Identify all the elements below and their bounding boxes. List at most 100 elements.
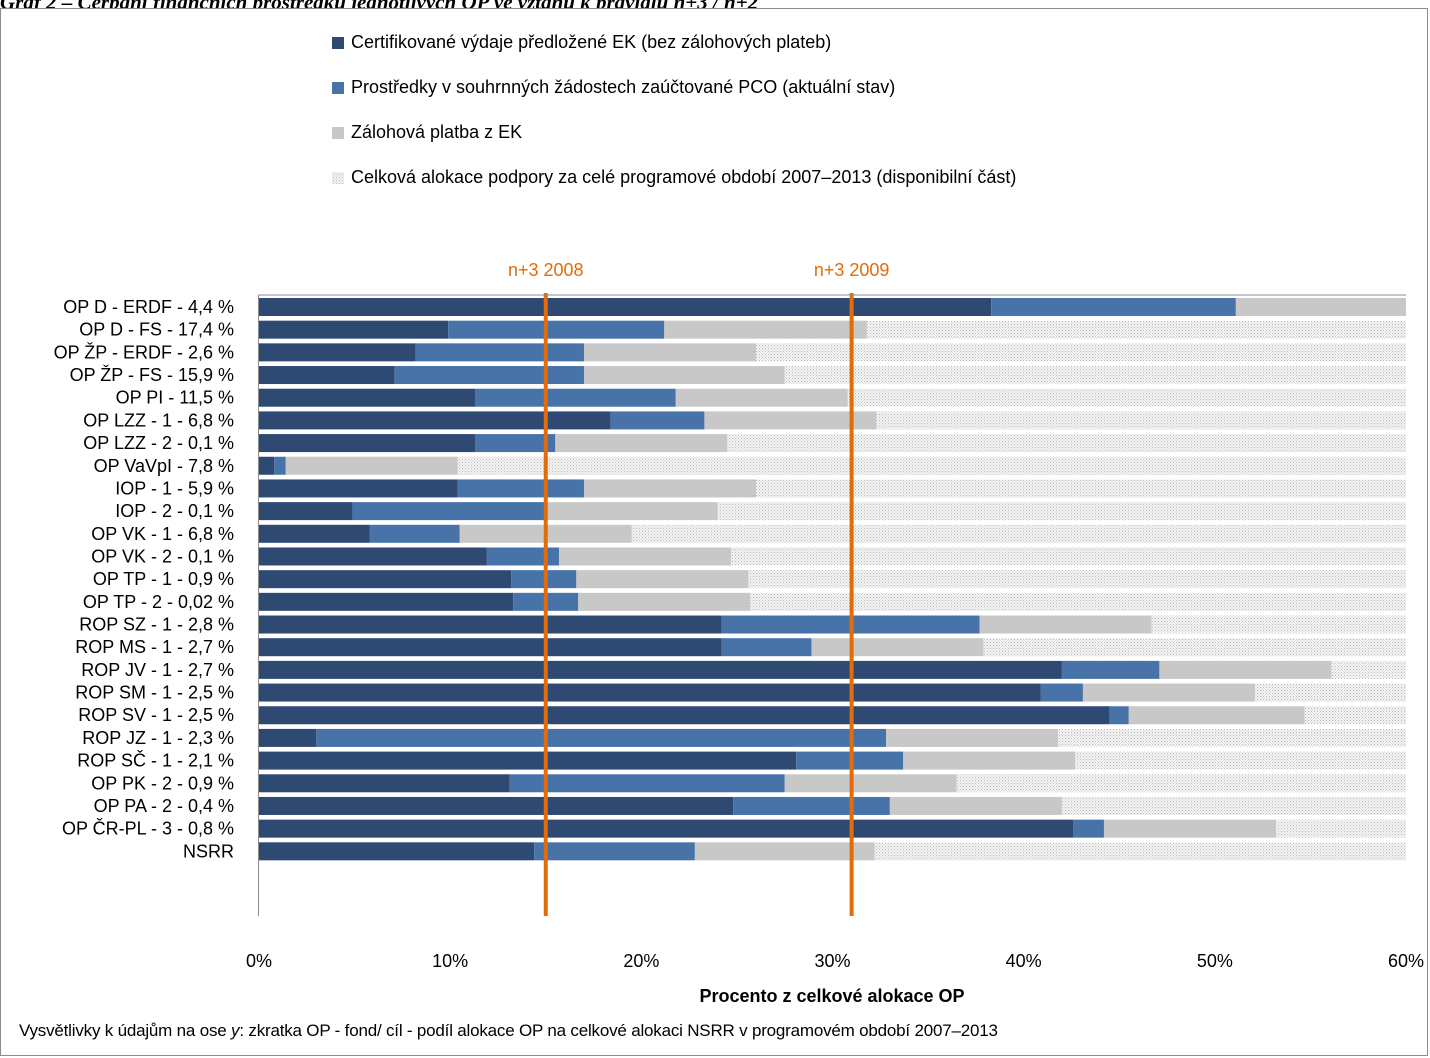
legend-swatch-3 [332, 127, 344, 139]
y-tick-label: ROP JV - 1 - 2,7 % [81, 660, 234, 680]
bar-segment-3-row-2 [664, 320, 867, 339]
legend-swatch-4 [332, 172, 344, 184]
y-tick-label: OP PK - 2 - 0,9 % [91, 773, 234, 793]
bar-segment-1-row-6 [259, 411, 611, 430]
bar-segment-2-row-18 [1040, 683, 1083, 702]
bar-segment-1-row-11 [259, 524, 370, 543]
bar-segment-1-row-3 [259, 343, 416, 362]
y-tick-label: ROP SČ - 1 - 2,1 % [77, 750, 234, 771]
bar-segment-4-row-3 [756, 343, 1406, 362]
bar-segment-4-row-14 [750, 592, 1406, 611]
y-tick-label: OP ŽP - ERDF - 2,6 % [54, 342, 234, 362]
legend-label-2: Prostředky v souhrnných žádostech zaúčto… [351, 77, 895, 97]
bar-segment-2-row-8 [274, 456, 286, 475]
bar-segment-1-row-13 [259, 570, 512, 589]
bar-segment-3-row-20 [886, 728, 1059, 747]
bar-segment-1-row-9 [259, 479, 458, 498]
bar-segment-2-row-19 [1109, 706, 1129, 725]
bar-segment-1-row-16 [259, 638, 722, 657]
legend-label-3: Zálohová platba z EK [351, 122, 522, 142]
bar-segment-2-row-11 [369, 524, 460, 543]
bar-segment-4-row-17 [1331, 660, 1406, 679]
footnote: Vysvětlivky k údajům na ose y: zkratka O… [19, 1021, 998, 1041]
x-tick-label: 20% [623, 951, 659, 971]
bar-segment-3-row-12 [559, 547, 732, 566]
y-tick-label: ROP SZ - 1 - 2,8 % [79, 615, 234, 635]
bar-segment-1-row-23 [259, 796, 734, 815]
x-axis-title: Procento z celkové alokace OP [699, 986, 964, 1006]
reference-lines: n+3 2008 n+3 2009 [508, 260, 889, 916]
bar-segment-4-row-20 [1058, 728, 1406, 747]
reference-line-label-1: n+3 2008 [508, 260, 584, 280]
bar-segment-2-row-23 [733, 796, 890, 815]
bar-segment-1-row-8 [259, 456, 275, 475]
y-tick-label: OP TP - 2 - 0,02 % [83, 592, 234, 612]
bar-segment-4-row-18 [1254, 683, 1406, 702]
y-tick-label: ROP JZ - 1 - 2,3 % [82, 728, 234, 748]
bar-segment-3-row-3 [583, 343, 757, 362]
bar-segment-3-row-14 [578, 592, 751, 611]
y-tick-label: OP ČR-PL - 3 - 0,8 % [62, 818, 234, 839]
legend-label-4: Celková alokace podpory za celé programo… [351, 167, 1016, 187]
bar-segment-2-row-6 [610, 411, 705, 430]
bar-segment-4-row-8 [457, 456, 1406, 475]
x-axis-ticks: 0% 10% 20% 30% 40% 50% 60% [246, 951, 1424, 971]
bar-segment-1-row-20 [259, 728, 317, 747]
bar-segment-2-row-25 [534, 842, 695, 861]
bar-segment-3-row-8 [285, 456, 458, 475]
bar-segment-4-row-4 [784, 366, 1406, 385]
bar-segment-1-row-24 [259, 819, 1074, 838]
y-tick-label: OP VK - 1 - 6,8 % [91, 524, 234, 544]
footnote-axis-letter: y [231, 1021, 240, 1040]
legend: Certifikované výdaje předložené EK (bez … [332, 32, 1016, 187]
bar-segment-3-row-24 [1103, 819, 1277, 838]
bar-segment-4-row-10 [717, 502, 1406, 521]
bar-segment-3-row-18 [1082, 683, 1255, 702]
bar-segment-3-row-16 [811, 638, 984, 657]
bar-segment-2-row-7 [475, 434, 556, 453]
bar-segment-3-row-6 [704, 411, 877, 430]
bar-segment-3-row-5 [675, 388, 848, 407]
bar-segment-1-row-19 [259, 706, 1110, 725]
bar-segment-4-row-15 [1151, 615, 1406, 634]
bar-segment-3-row-17 [1159, 660, 1332, 679]
y-tick-label: OP D - FS - 17,4 % [79, 320, 234, 340]
x-tick-label: 60% [1388, 951, 1424, 971]
y-tick-label: OP PA - 2 - 0,4 % [94, 796, 234, 816]
bar-segment-2-row-22 [509, 774, 785, 793]
bar-segment-4-row-9 [756, 479, 1406, 498]
bar-segment-1-row-25 [259, 842, 535, 861]
bar-segment-4-row-2 [866, 320, 1406, 339]
bar-segment-3-row-10 [545, 502, 718, 521]
bar-segment-1-row-18 [259, 683, 1041, 702]
bars [259, 298, 1406, 861]
legend-swatch-1 [332, 37, 344, 49]
y-tick-label: OP VK - 2 - 0,1 % [91, 546, 234, 566]
bar-segment-1-row-12 [259, 547, 487, 566]
bar-segment-4-row-6 [876, 411, 1406, 430]
bar-segment-3-row-7 [555, 434, 728, 453]
bar-segment-4-row-21 [1075, 751, 1406, 770]
bar-segment-2-row-9 [457, 479, 584, 498]
bar-segment-2-row-3 [415, 343, 584, 362]
bar-segment-2-row-16 [721, 638, 812, 657]
bar-segment-1-row-17 [259, 660, 1062, 679]
y-tick-label: ROP MS - 1 - 2,7 % [75, 637, 234, 657]
legend-swatch-2 [332, 82, 344, 94]
bar-segment-3-row-19 [1128, 706, 1305, 725]
y-tick-label: OP TP - 1 - 0,9 % [93, 569, 234, 589]
bar-segment-2-row-17 [1061, 660, 1160, 679]
axes [258, 294, 1406, 916]
bar-segment-1-row-10 [259, 502, 353, 521]
x-tick-label: 0% [246, 951, 272, 971]
bar-segment-3-row-4 [583, 366, 785, 385]
bar-segment-1-row-22 [259, 774, 510, 793]
legend-label-1: Certifikované výdaje předložené EK (bez … [351, 32, 831, 52]
bar-segment-4-row-24 [1276, 819, 1406, 838]
bar-segment-1-row-1 [259, 298, 992, 316]
bar-segment-3-row-21 [903, 751, 1076, 770]
y-tick-label: NSRR [183, 841, 234, 861]
bar-segment-1-row-21 [259, 751, 797, 770]
x-tick-label: 40% [1006, 951, 1042, 971]
